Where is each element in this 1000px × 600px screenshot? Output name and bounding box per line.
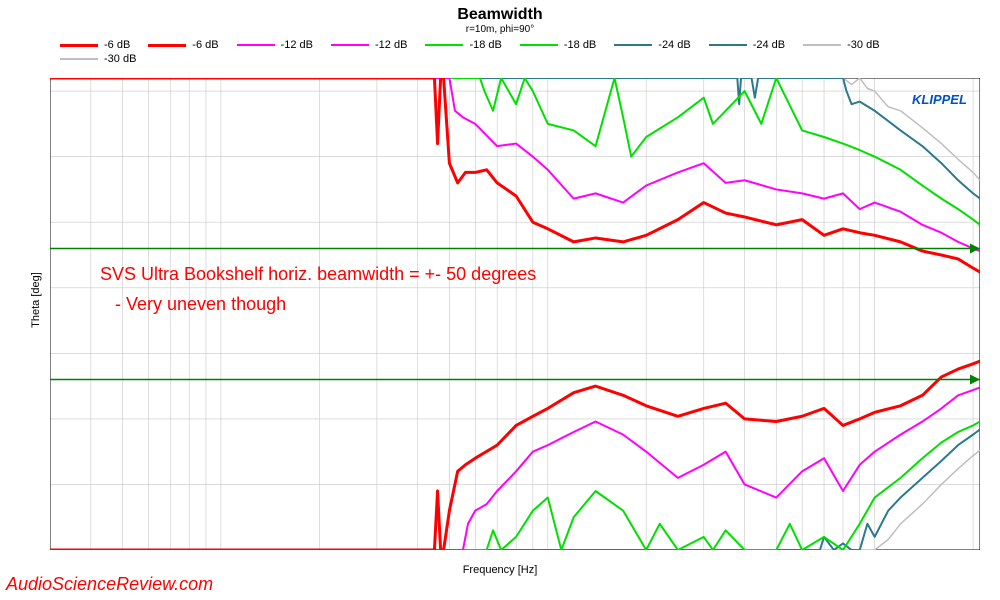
klippel-logo: KLIPPEL: [912, 92, 967, 107]
legend-label: -24 dB: [753, 39, 785, 51]
legend-label: -24 dB: [658, 39, 690, 51]
annotation-text: - Very uneven though: [115, 294, 286, 315]
legend-label: -30 dB: [104, 53, 136, 65]
legend-item: -18 dB: [520, 39, 596, 51]
legend-swatch: [520, 44, 558, 46]
legend-label: -6 dB: [192, 39, 218, 51]
annotation-text: SVS Ultra Bookshelf horiz. beamwidth = +…: [100, 264, 536, 285]
legend-item: -12 dB: [331, 39, 407, 51]
legend-label: -30 dB: [847, 39, 879, 51]
legend-label: -18 dB: [469, 39, 501, 51]
x-axis-label: Frequency [Hz]: [463, 564, 538, 576]
legend-swatch: [709, 44, 747, 46]
legend-item: -18 dB: [425, 39, 501, 51]
legend-item: -24 dB: [709, 39, 785, 51]
legend-swatch: [60, 44, 98, 47]
chart-container: Beamwidth r=10m, phi=90° -6 dB -6 dB -12 d…: [0, 0, 1000, 600]
chart-subtitle: r=10m, phi=90°: [0, 24, 1000, 35]
legend-swatch: [614, 44, 652, 46]
legend-swatch: [237, 44, 275, 46]
legend-item: -12 dB: [237, 39, 313, 51]
legend-swatch: [331, 44, 369, 46]
legend-item: -30 dB: [803, 39, 879, 51]
legend-swatch: [60, 58, 98, 60]
title-block: Beamwidth r=10m, phi=90°: [0, 0, 1000, 35]
legend-item: -24 dB: [614, 39, 690, 51]
legend-swatch: [803, 44, 841, 46]
legend-label: -6 dB: [104, 39, 130, 51]
legend-label: -12 dB: [281, 39, 313, 51]
legend-label: -18 dB: [564, 39, 596, 51]
legend-swatch: [148, 44, 186, 47]
watermark: AudioScienceReview.com: [6, 574, 213, 595]
legend-item: -30 dB: [60, 53, 136, 65]
legend-item: -6 dB: [148, 39, 218, 51]
legend-item: -6 dB: [60, 39, 130, 51]
chart-title: Beamwidth: [0, 6, 1000, 24]
legend-label: -12 dB: [375, 39, 407, 51]
legend: -6 dB -6 dB -12 dB -12 dB -18 dB -18 dB -24 dB…: [0, 35, 1000, 69]
y-axis-label: Theta [deg]: [30, 272, 42, 328]
legend-swatch: [425, 44, 463, 46]
